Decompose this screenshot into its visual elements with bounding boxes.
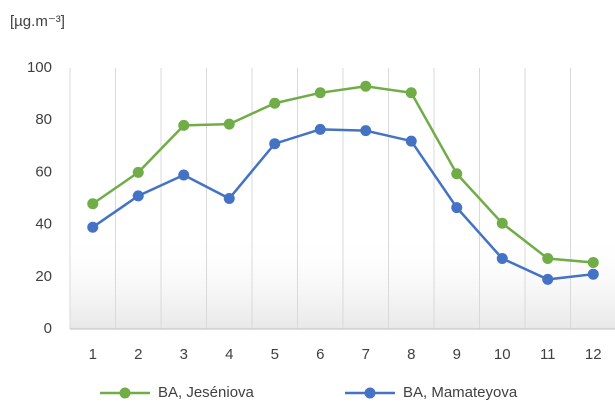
y-tick-label: 80: [35, 111, 52, 128]
x-tick-label: 5: [271, 346, 279, 363]
y-tick-label: 0: [44, 320, 52, 337]
y-tick-label: 20: [35, 268, 52, 285]
y-unit-label: [µg.m⁻³]: [10, 13, 65, 30]
legend-marker: [119, 387, 131, 399]
x-tick-label: 6: [316, 346, 324, 363]
x-tick-label: 8: [407, 346, 415, 363]
y-tick-label: 100: [27, 59, 52, 76]
x-tick-label: 3: [180, 346, 188, 363]
x-tick-label: 11: [540, 346, 556, 363]
y-tick-label: 40: [35, 216, 52, 233]
data-point: [132, 190, 144, 202]
data-point: [132, 166, 144, 178]
data-point: [405, 135, 417, 147]
x-tick-label: 2: [134, 346, 142, 363]
data-point: [542, 273, 554, 285]
data-point: [451, 168, 463, 180]
series-line: [92, 85, 594, 264]
x-tick-label: 9: [453, 346, 461, 363]
legend-marker: [364, 387, 376, 399]
data-point: [178, 169, 190, 181]
x-tick-label: 10: [494, 346, 511, 363]
series-line: [92, 128, 594, 281]
data-point: [223, 118, 235, 130]
legend-label: BA, Jeséniova: [158, 384, 255, 401]
x-tick-label: 12: [585, 346, 602, 363]
data-point: [269, 138, 281, 150]
data-point: [360, 80, 372, 92]
data-point: [496, 217, 508, 229]
data-point: [496, 253, 508, 265]
data-point: [87, 198, 99, 210]
data-point: [314, 123, 326, 135]
data-point: [314, 87, 326, 99]
data-point: [178, 119, 190, 131]
data-point: [587, 256, 599, 268]
data-point: [405, 87, 417, 99]
data-point: [223, 193, 235, 204]
data-point: [269, 97, 281, 109]
data-point: [360, 125, 372, 137]
data-point: [87, 221, 99, 233]
x-tick-label: 1: [89, 346, 97, 363]
data-point: [451, 202, 463, 214]
data-point: [542, 253, 554, 265]
x-tick-label: 4: [225, 346, 233, 363]
x-tick-label: 7: [362, 346, 370, 363]
y-tick-label: 60: [35, 163, 52, 180]
data-point: [587, 268, 599, 280]
legend-label: BA, Mamateyova: [403, 384, 518, 401]
